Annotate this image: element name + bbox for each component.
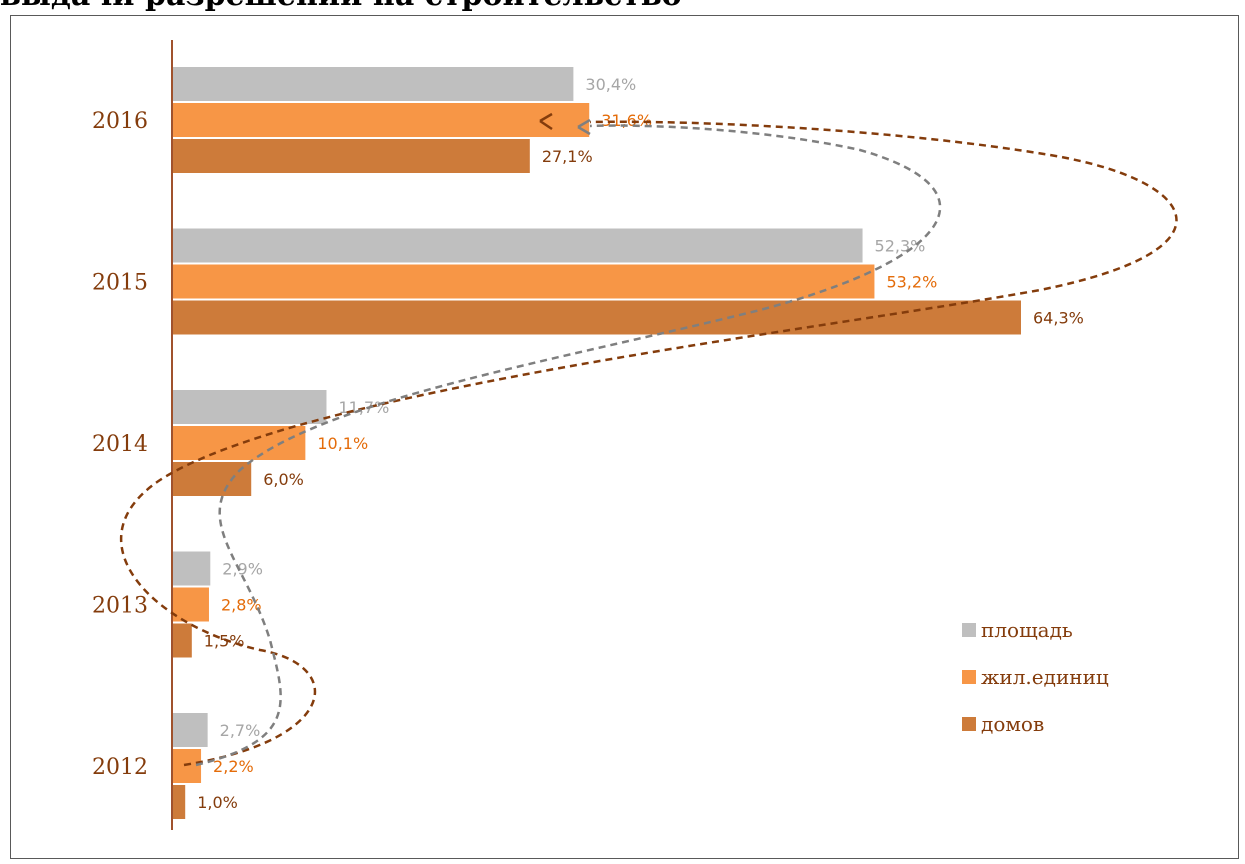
data-label-2012-1: 2,2%: [213, 757, 254, 776]
y-tick-2013: 2013: [92, 594, 148, 619]
brown-trend-curve: [119, 120, 1178, 767]
legend-swatch-2: [962, 717, 976, 731]
page-title: выдачи разрешений на строительство: [0, 0, 682, 14]
data-label-2013-1: 2,8%: [221, 596, 262, 615]
bar-2016-2: [172, 139, 530, 173]
y-tick-labels-group: 2016 2015 2014 2013 2012: [92, 109, 148, 780]
data-label-2015-2: 64,3%: [1033, 309, 1084, 328]
bars-group: [172, 67, 1021, 819]
legend-label-1: жил.единиц: [981, 665, 1109, 689]
legend-swatch-1: [962, 670, 976, 684]
bar-2015-0: [172, 228, 863, 263]
data-label-2014-1: 10,1%: [317, 434, 368, 453]
data-label-2013-0: 2,9%: [222, 560, 263, 579]
data-label-2012-2: 1,0%: [197, 793, 238, 812]
data-label-2016-0: 30,4%: [585, 75, 636, 94]
data-label-2015-1: 53,2%: [886, 273, 937, 292]
bar-2012-0: [172, 713, 208, 747]
bar-2015-2: [172, 300, 1021, 335]
data-label-2013-2: 1,5%: [204, 632, 245, 651]
bar-2012-2: [172, 785, 186, 819]
data-label-2015-0: 52,3%: [875, 237, 926, 256]
y-tick-2015: 2015: [92, 271, 148, 296]
data-label-2014-2: 6,0%: [263, 470, 304, 489]
bar-2015-1: [172, 264, 875, 299]
bar-2016-1: [172, 103, 590, 137]
y-tick-2012: 2012: [92, 755, 148, 780]
bar-2014-2: [172, 462, 252, 496]
gray-arrowhead: [577, 118, 591, 136]
data-labels-group: 30,4%31,6%27,1%52,3%53,2%64,3%11,7%10,1%…: [197, 75, 1084, 812]
bar-2013-0: [172, 551, 211, 586]
bar-2012-1: [172, 749, 202, 783]
legend: площадь жил.единиц домов: [962, 618, 1109, 736]
legend-swatch-0: [962, 623, 976, 637]
bar-2014-1: [172, 426, 306, 460]
bar-2013-1: [172, 587, 209, 622]
bar-2013-2: [172, 623, 192, 658]
data-label-2016-1: 31,6%: [601, 111, 652, 130]
bar-2014-0: [172, 390, 327, 424]
data-label-2016-2: 27,1%: [542, 147, 593, 166]
legend-label-0: площадь: [981, 618, 1073, 642]
gray-trend-curve: [195, 124, 942, 767]
trend-curves-group: [119, 112, 1178, 767]
y-tick-2014: 2014: [92, 432, 148, 457]
legend-label-2: домов: [981, 712, 1044, 736]
chart-frame: [10, 15, 1239, 859]
brown-arrowhead: [539, 112, 553, 131]
data-label-2012-0: 2,7%: [220, 721, 261, 740]
y-tick-2016: 2016: [92, 109, 148, 134]
bar-2016-0: [172, 67, 574, 101]
